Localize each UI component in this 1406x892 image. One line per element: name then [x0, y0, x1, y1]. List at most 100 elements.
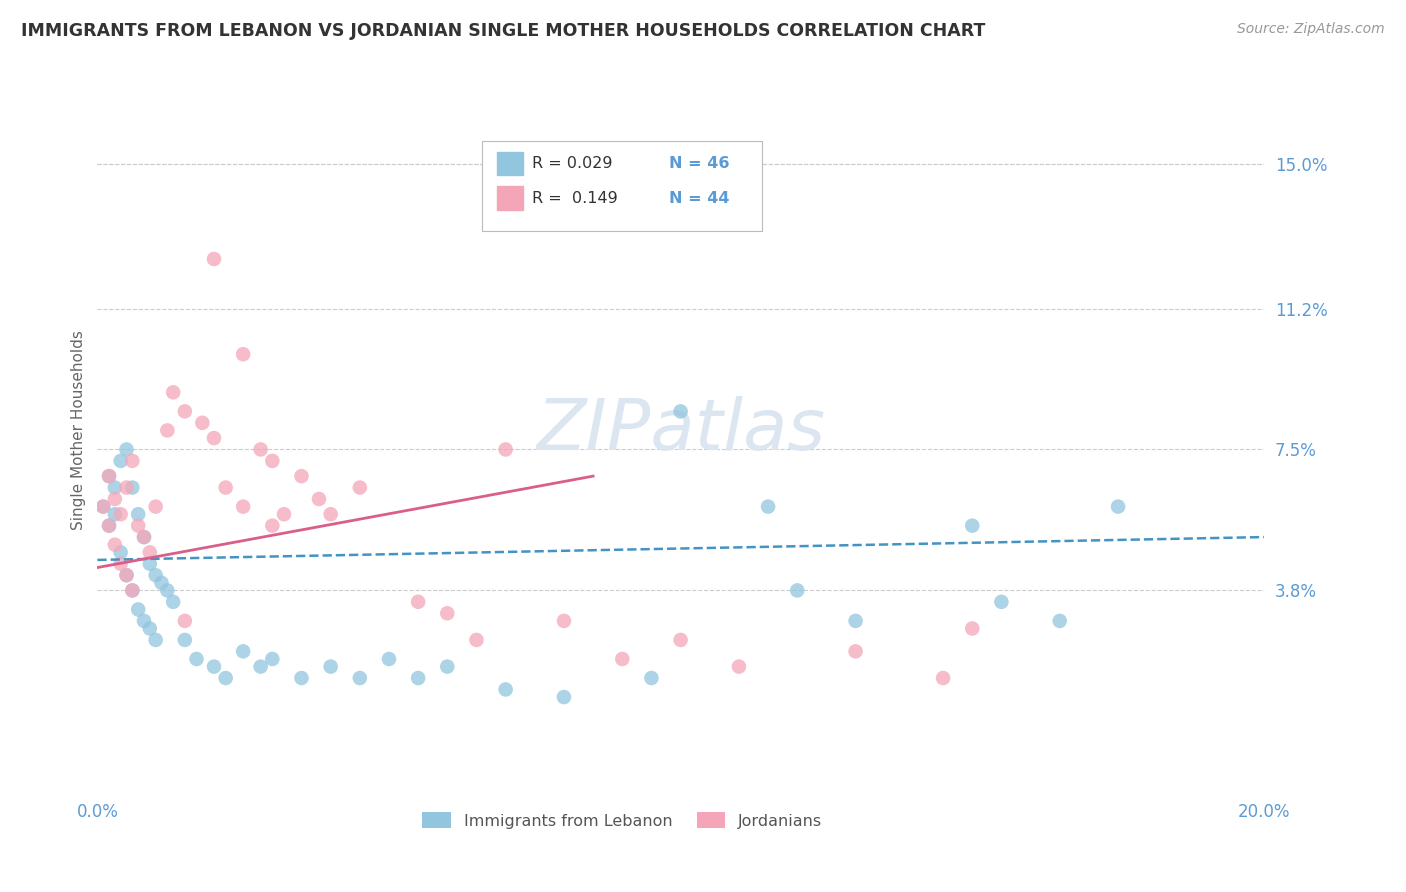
Point: [145, 632, 167, 647]
Point: [640, 671, 662, 685]
Text: IMMIGRANTS FROM LEBANON VS JORDANIAN SINGLE MOTHER HOUSEHOLDS CORRELATION CHART: IMMIGRANTS FROM LEBANON VS JORDANIAN SIN…: [21, 22, 986, 40]
Point: [202, 252, 225, 266]
Point: [115, 481, 138, 495]
Text: R = 0.029: R = 0.029: [533, 156, 613, 171]
Point: [156, 583, 179, 598]
Point: [132, 530, 155, 544]
Text: N = 44: N = 44: [669, 191, 730, 205]
Point: [145, 568, 167, 582]
Text: R =  0.149: R = 0.149: [533, 191, 619, 205]
Bar: [498, 152, 523, 175]
Point: [202, 431, 225, 445]
Point: [553, 690, 575, 704]
Point: [139, 545, 162, 559]
Point: [104, 491, 127, 506]
Point: [1049, 614, 1071, 628]
Point: [115, 568, 138, 582]
Point: [406, 671, 429, 685]
Point: [110, 454, 132, 468]
Point: [98, 518, 121, 533]
Point: [262, 518, 284, 533]
Point: [249, 442, 271, 457]
Point: [110, 507, 132, 521]
Point: [1107, 500, 1129, 514]
Point: [127, 602, 149, 616]
FancyBboxPatch shape: [482, 141, 762, 231]
Point: [378, 652, 401, 666]
Point: [319, 507, 342, 521]
Point: [98, 469, 121, 483]
Point: [436, 607, 458, 621]
Point: [98, 469, 121, 483]
Point: [191, 416, 214, 430]
Point: [262, 454, 284, 468]
Point: [349, 671, 371, 685]
Y-axis label: Single Mother Households: Single Mother Households: [72, 330, 86, 531]
Text: Source: ZipAtlas.com: Source: ZipAtlas.com: [1237, 22, 1385, 37]
Point: [669, 404, 692, 418]
Point: [104, 538, 127, 552]
Point: [121, 481, 143, 495]
Point: [232, 500, 254, 514]
Point: [162, 385, 184, 400]
Point: [728, 659, 751, 673]
Point: [669, 632, 692, 647]
Point: [173, 404, 195, 418]
Point: [115, 442, 138, 457]
Point: [104, 507, 127, 521]
Point: [465, 632, 488, 647]
Point: [845, 614, 868, 628]
Point: [91, 500, 114, 514]
Point: [349, 481, 371, 495]
Point: [495, 682, 517, 697]
Point: [156, 424, 179, 438]
Point: [139, 557, 162, 571]
Point: [290, 469, 312, 483]
Point: [786, 583, 808, 598]
Point: [319, 659, 342, 673]
Text: ZIPatlas: ZIPatlas: [536, 396, 825, 465]
Point: [145, 500, 167, 514]
Point: [186, 652, 208, 666]
Point: [121, 583, 143, 598]
Legend: Immigrants from Lebanon, Jordanians: Immigrants from Lebanon, Jordanians: [416, 805, 828, 835]
Point: [436, 659, 458, 673]
Point: [249, 659, 271, 673]
Point: [173, 614, 195, 628]
Point: [495, 442, 517, 457]
Point: [960, 622, 983, 636]
Point: [110, 557, 132, 571]
Point: [273, 507, 295, 521]
Point: [98, 518, 121, 533]
Point: [91, 500, 114, 514]
Point: [132, 530, 155, 544]
Point: [110, 545, 132, 559]
Point: [127, 507, 149, 521]
Point: [173, 632, 195, 647]
Point: [612, 652, 634, 666]
Point: [406, 595, 429, 609]
Point: [845, 644, 868, 658]
Point: [115, 568, 138, 582]
Point: [232, 644, 254, 658]
Point: [960, 518, 983, 533]
Point: [150, 575, 173, 590]
Point: [215, 481, 238, 495]
Point: [121, 583, 143, 598]
Point: [290, 671, 312, 685]
Point: [132, 614, 155, 628]
Point: [162, 595, 184, 609]
Point: [104, 481, 127, 495]
Point: [232, 347, 254, 361]
Text: N = 46: N = 46: [669, 156, 730, 171]
Point: [202, 659, 225, 673]
Point: [215, 671, 238, 685]
Point: [308, 491, 330, 506]
Point: [932, 671, 955, 685]
Point: [990, 595, 1012, 609]
Bar: [498, 186, 523, 210]
Point: [127, 518, 149, 533]
Point: [262, 652, 284, 666]
Point: [756, 500, 779, 514]
Point: [139, 622, 162, 636]
